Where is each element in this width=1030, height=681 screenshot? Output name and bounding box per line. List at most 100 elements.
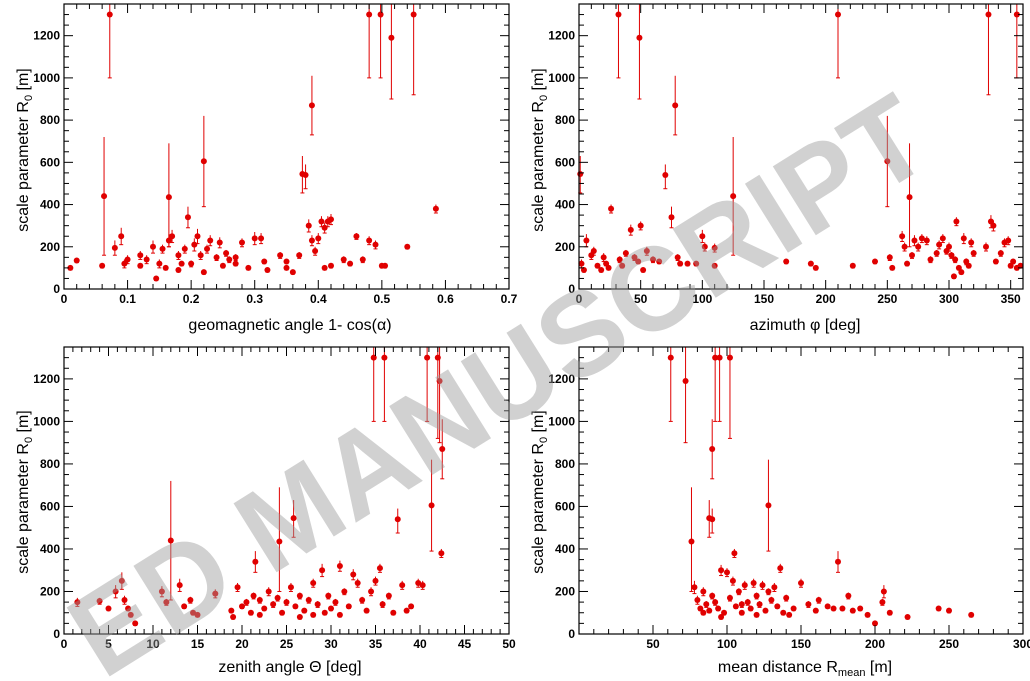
data-point <box>1010 258 1017 265</box>
y-axis-title-subscript: 0 <box>23 95 35 101</box>
data-point <box>363 607 370 614</box>
data-point <box>983 243 989 250</box>
data-point <box>301 607 308 614</box>
data-point <box>121 260 128 267</box>
panel-azimuth: 0 50 100 150 200 250 300 350 0 200 400 600 800 1000 12… <box>530 3 1024 334</box>
data-point <box>137 262 144 269</box>
data-point <box>909 252 915 259</box>
data-point <box>277 252 284 259</box>
data-point <box>156 260 163 267</box>
data-point <box>439 446 446 453</box>
data-point <box>849 262 856 269</box>
data-point <box>711 244 718 251</box>
x-tick-label: 250 <box>877 292 897 306</box>
data-point <box>759 582 766 589</box>
y-axis-title: scale parameter R0 [m] <box>15 410 35 574</box>
data-point <box>175 252 182 259</box>
data-point <box>165 194 172 201</box>
y-axis-title-main: scale parameter R <box>15 101 32 232</box>
data-point <box>608 205 615 212</box>
y-tick-label: 0 <box>568 282 575 296</box>
data-point <box>774 603 781 610</box>
y-tick-label: 1000 <box>33 71 60 85</box>
data-point <box>118 233 125 240</box>
data-point <box>619 262 626 269</box>
plot-frame <box>63 3 510 290</box>
data-point <box>438 550 445 557</box>
data-point <box>693 260 700 267</box>
data-point <box>404 243 411 250</box>
data-point <box>650 256 656 263</box>
data-point <box>721 609 728 616</box>
x-tick-label: 300 <box>939 292 959 306</box>
data-point <box>864 611 871 618</box>
data-point <box>857 605 864 612</box>
data-point <box>347 260 354 267</box>
y-axis-title-subscript: 0 <box>538 437 550 443</box>
data-point <box>726 354 733 361</box>
y-axis-title: scale parameter R0 [m] <box>530 68 550 232</box>
data-point <box>234 584 241 591</box>
data-point <box>684 260 691 267</box>
x-tick-label: 25 <box>280 637 294 651</box>
data-point <box>780 609 787 616</box>
data-point <box>200 269 207 276</box>
data-point <box>232 260 239 267</box>
data-point <box>305 222 312 229</box>
data-point <box>264 267 271 273</box>
x-tick-label: 200 <box>816 292 836 306</box>
data-point <box>228 607 235 614</box>
data-point <box>99 262 106 269</box>
data-point <box>175 267 182 273</box>
data-point <box>712 354 719 361</box>
data-point <box>181 603 188 610</box>
data-point <box>432 205 439 212</box>
data-point <box>188 260 195 267</box>
x-tick-label: 350 <box>1001 292 1021 306</box>
x-tick-label: 0.1 <box>119 292 136 306</box>
data-point <box>353 233 360 240</box>
data-point <box>960 235 967 242</box>
data-point <box>243 599 250 606</box>
plot-frame <box>578 346 1024 635</box>
data-point <box>289 269 296 276</box>
data-point <box>904 613 911 620</box>
data-point <box>125 605 132 612</box>
data-point <box>251 235 258 242</box>
data-point <box>132 620 139 627</box>
data-point <box>915 243 922 250</box>
data-point <box>923 237 930 244</box>
data-point <box>1005 237 1012 244</box>
x-tick-label: 20 <box>235 637 249 651</box>
data-point <box>250 592 257 599</box>
data-point <box>1017 262 1024 269</box>
data-point <box>872 258 878 265</box>
data-point <box>178 260 185 267</box>
data-point <box>879 599 886 606</box>
data-point <box>399 582 406 589</box>
x-tick-label: 0.6 <box>437 292 454 306</box>
data-point <box>283 599 290 606</box>
data-point <box>935 605 942 612</box>
data-point <box>137 252 144 259</box>
data-point <box>616 256 623 263</box>
data-point <box>345 603 352 610</box>
data-point <box>321 224 328 231</box>
data-point <box>904 260 911 267</box>
data-point <box>747 605 754 612</box>
data-point <box>415 579 422 586</box>
data-point <box>319 567 326 574</box>
data-point <box>884 158 891 165</box>
data-point <box>968 239 975 246</box>
data-point <box>849 607 856 614</box>
data-point <box>318 218 325 225</box>
data-point <box>239 603 245 610</box>
data-point <box>845 592 852 599</box>
data-point <box>674 254 681 261</box>
data-point <box>194 233 201 240</box>
x-tick-label: 40 <box>413 637 427 651</box>
data-point <box>184 214 191 221</box>
data-point <box>252 558 259 565</box>
data-point <box>370 354 377 361</box>
data-point <box>73 257 80 264</box>
